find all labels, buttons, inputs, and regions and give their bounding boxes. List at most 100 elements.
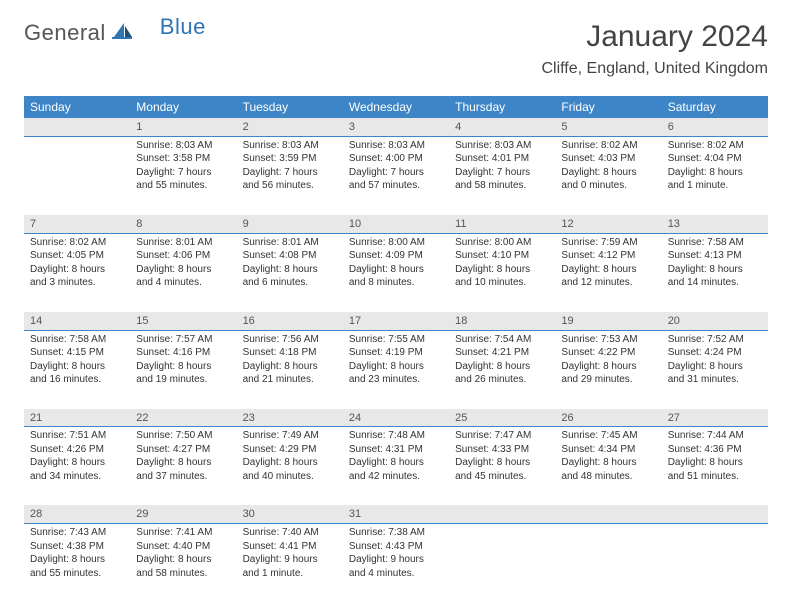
calendar-cell: 5Sunrise: 8:02 AMSunset: 4:03 PMDaylight… bbox=[555, 118, 661, 215]
calendar-cell: 1Sunrise: 8:03 AMSunset: 3:58 PMDaylight… bbox=[130, 118, 236, 215]
daylight-line: Daylight: 8 hours and 34 minutes. bbox=[30, 456, 124, 483]
day-number: 31 bbox=[343, 505, 449, 524]
daylight-line: Daylight: 8 hours and 58 minutes. bbox=[136, 553, 230, 580]
daylight-line: Daylight: 8 hours and 31 minutes. bbox=[668, 360, 762, 387]
day-number: 24 bbox=[343, 409, 449, 428]
day-number: 10 bbox=[343, 215, 449, 234]
page-header: General Blue January 2024 Cliffe, Englan… bbox=[24, 20, 768, 78]
location-text: Cliffe, England, United Kingdom bbox=[541, 60, 768, 78]
day-header: Tuesday bbox=[237, 96, 343, 118]
sunset-line: Sunset: 4:26 PM bbox=[30, 443, 124, 457]
day-number: 18 bbox=[449, 312, 555, 331]
day-content: Sunrise: 7:53 AMSunset: 4:22 PMDaylight:… bbox=[555, 331, 661, 409]
day-content: Sunrise: 8:00 AMSunset: 4:09 PMDaylight:… bbox=[343, 234, 449, 312]
day-header: Friday bbox=[555, 96, 661, 118]
sunset-line: Sunset: 4:33 PM bbox=[455, 443, 549, 457]
calendar-cell bbox=[449, 505, 555, 602]
day-number: 30 bbox=[237, 505, 343, 524]
day-content: Sunrise: 7:41 AMSunset: 4:40 PMDaylight:… bbox=[130, 524, 236, 602]
calendar-cell: 12Sunrise: 7:59 AMSunset: 4:12 PMDayligh… bbox=[555, 215, 661, 312]
title-block: January 2024 Cliffe, England, United Kin… bbox=[541, 20, 768, 78]
sunrise-line: Sunrise: 7:41 AM bbox=[136, 526, 230, 540]
calendar-cell: 13Sunrise: 7:58 AMSunset: 4:13 PMDayligh… bbox=[662, 215, 768, 312]
sunset-line: Sunset: 4:40 PM bbox=[136, 540, 230, 554]
sunset-line: Sunset: 4:09 PM bbox=[349, 249, 443, 263]
daylight-line: Daylight: 7 hours and 58 minutes. bbox=[455, 166, 549, 193]
day-number: 25 bbox=[449, 409, 555, 428]
sunrise-line: Sunrise: 8:02 AM bbox=[668, 139, 762, 153]
calendar-cell: 11Sunrise: 8:00 AMSunset: 4:10 PMDayligh… bbox=[449, 215, 555, 312]
calendar-cell: 6Sunrise: 8:02 AMSunset: 4:04 PMDaylight… bbox=[662, 118, 768, 215]
daylight-line: Daylight: 8 hours and 51 minutes. bbox=[668, 456, 762, 483]
sunrise-line: Sunrise: 7:44 AM bbox=[668, 429, 762, 443]
calendar-cell: 30Sunrise: 7:40 AMSunset: 4:41 PMDayligh… bbox=[237, 505, 343, 602]
sunrise-line: Sunrise: 7:47 AM bbox=[455, 429, 549, 443]
day-content: Sunrise: 7:52 AMSunset: 4:24 PMDaylight:… bbox=[662, 331, 768, 409]
calendar-cell: 26Sunrise: 7:45 AMSunset: 4:34 PMDayligh… bbox=[555, 409, 661, 506]
daylight-line: Daylight: 8 hours and 55 minutes. bbox=[30, 553, 124, 580]
day-number: 26 bbox=[555, 409, 661, 428]
day-header: Monday bbox=[130, 96, 236, 118]
day-content: Sunrise: 7:55 AMSunset: 4:19 PMDaylight:… bbox=[343, 331, 449, 409]
daylight-line: Daylight: 8 hours and 42 minutes. bbox=[349, 456, 443, 483]
day-number: 22 bbox=[130, 409, 236, 428]
calendar-cell: 31Sunrise: 7:38 AMSunset: 4:43 PMDayligh… bbox=[343, 505, 449, 602]
day-number bbox=[24, 118, 130, 137]
daylight-line: Daylight: 8 hours and 29 minutes. bbox=[561, 360, 655, 387]
calendar-cell bbox=[662, 505, 768, 602]
sunrise-line: Sunrise: 7:59 AM bbox=[561, 236, 655, 250]
day-number: 7 bbox=[24, 215, 130, 234]
calendar-cell: 29Sunrise: 7:41 AMSunset: 4:40 PMDayligh… bbox=[130, 505, 236, 602]
daylight-line: Daylight: 8 hours and 4 minutes. bbox=[136, 263, 230, 290]
day-number: 23 bbox=[237, 409, 343, 428]
day-number: 8 bbox=[130, 215, 236, 234]
calendar-cell: 25Sunrise: 7:47 AMSunset: 4:33 PMDayligh… bbox=[449, 409, 555, 506]
brand-part2: Blue bbox=[160, 14, 206, 40]
sunrise-line: Sunrise: 7:40 AM bbox=[243, 526, 337, 540]
day-number: 16 bbox=[237, 312, 343, 331]
sunset-line: Sunset: 4:04 PM bbox=[668, 152, 762, 166]
sunset-line: Sunset: 4:05 PM bbox=[30, 249, 124, 263]
sunrise-line: Sunrise: 7:38 AM bbox=[349, 526, 443, 540]
sail-icon bbox=[110, 21, 134, 46]
sunrise-line: Sunrise: 7:45 AM bbox=[561, 429, 655, 443]
day-header: Sunday bbox=[24, 96, 130, 118]
daylight-line: Daylight: 8 hours and 14 minutes. bbox=[668, 263, 762, 290]
day-content: Sunrise: 7:44 AMSunset: 4:36 PMDaylight:… bbox=[662, 427, 768, 505]
day-number: 4 bbox=[449, 118, 555, 137]
calendar-cell: 15Sunrise: 7:57 AMSunset: 4:16 PMDayligh… bbox=[130, 312, 236, 409]
daylight-line: Daylight: 8 hours and 23 minutes. bbox=[349, 360, 443, 387]
sunrise-line: Sunrise: 8:03 AM bbox=[455, 139, 549, 153]
sunset-line: Sunset: 4:34 PM bbox=[561, 443, 655, 457]
daylight-line: Daylight: 8 hours and 37 minutes. bbox=[136, 456, 230, 483]
calendar-cell: 8Sunrise: 8:01 AMSunset: 4:06 PMDaylight… bbox=[130, 215, 236, 312]
day-content: Sunrise: 8:03 AMSunset: 3:58 PMDaylight:… bbox=[130, 137, 236, 215]
sunset-line: Sunset: 4:31 PM bbox=[349, 443, 443, 457]
sunrise-line: Sunrise: 8:03 AM bbox=[243, 139, 337, 153]
day-number bbox=[662, 505, 768, 524]
sunrise-line: Sunrise: 7:56 AM bbox=[243, 333, 337, 347]
daylight-line: Daylight: 8 hours and 3 minutes. bbox=[30, 263, 124, 290]
sunrise-line: Sunrise: 7:53 AM bbox=[561, 333, 655, 347]
calendar-head: SundayMondayTuesdayWednesdayThursdayFrid… bbox=[24, 96, 768, 118]
sunrise-line: Sunrise: 8:02 AM bbox=[30, 236, 124, 250]
sunrise-line: Sunrise: 8:01 AM bbox=[136, 236, 230, 250]
daylight-line: Daylight: 8 hours and 40 minutes. bbox=[243, 456, 337, 483]
day-content: Sunrise: 8:01 AMSunset: 4:06 PMDaylight:… bbox=[130, 234, 236, 312]
sunset-line: Sunset: 4:43 PM bbox=[349, 540, 443, 554]
sunset-line: Sunset: 4:10 PM bbox=[455, 249, 549, 263]
day-content: Sunrise: 8:03 AMSunset: 3:59 PMDaylight:… bbox=[237, 137, 343, 215]
sunrise-line: Sunrise: 7:50 AM bbox=[136, 429, 230, 443]
day-number: 15 bbox=[130, 312, 236, 331]
day-content: Sunrise: 8:02 AMSunset: 4:05 PMDaylight:… bbox=[24, 234, 130, 312]
sunset-line: Sunset: 4:08 PM bbox=[243, 249, 337, 263]
day-number: 19 bbox=[555, 312, 661, 331]
daylight-line: Daylight: 8 hours and 45 minutes. bbox=[455, 456, 549, 483]
day-number: 21 bbox=[24, 409, 130, 428]
sunset-line: Sunset: 4:22 PM bbox=[561, 346, 655, 360]
sunrise-line: Sunrise: 8:03 AM bbox=[349, 139, 443, 153]
day-number: 6 bbox=[662, 118, 768, 137]
sunset-line: Sunset: 3:58 PM bbox=[136, 152, 230, 166]
sunrise-line: Sunrise: 8:00 AM bbox=[455, 236, 549, 250]
day-content bbox=[24, 137, 130, 185]
